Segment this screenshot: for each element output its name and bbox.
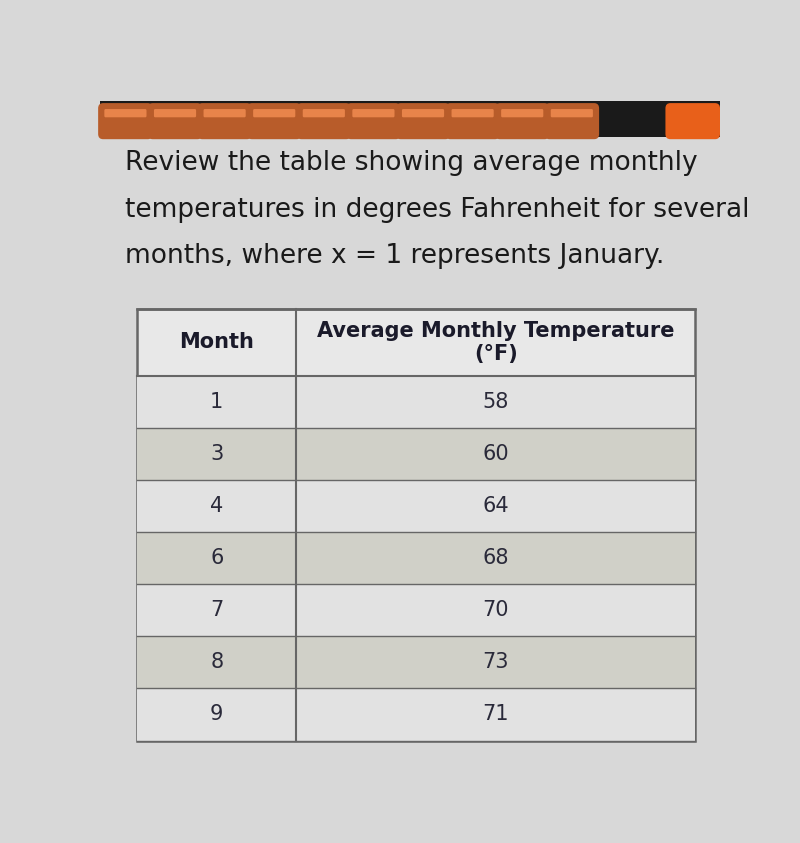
- FancyBboxPatch shape: [154, 109, 196, 117]
- Text: 71: 71: [482, 705, 509, 724]
- Text: 3: 3: [210, 444, 223, 464]
- Bar: [138, 376, 695, 428]
- Bar: [138, 428, 695, 480]
- Text: Average Monthly Temperature
(°F): Average Monthly Temperature (°F): [317, 320, 674, 364]
- Bar: [138, 532, 695, 584]
- FancyBboxPatch shape: [198, 103, 252, 139]
- Text: 60: 60: [482, 444, 509, 464]
- FancyBboxPatch shape: [550, 109, 593, 117]
- FancyBboxPatch shape: [247, 103, 302, 139]
- FancyBboxPatch shape: [297, 103, 351, 139]
- Text: months, where x = 1 represents January.: months, where x = 1 represents January.: [125, 244, 664, 269]
- Bar: [138, 309, 695, 740]
- Bar: [138, 480, 695, 532]
- FancyBboxPatch shape: [352, 109, 394, 117]
- FancyBboxPatch shape: [104, 109, 146, 117]
- FancyBboxPatch shape: [346, 103, 401, 139]
- Bar: [138, 636, 695, 689]
- FancyBboxPatch shape: [396, 103, 450, 139]
- Text: 73: 73: [482, 652, 509, 673]
- FancyBboxPatch shape: [495, 103, 550, 139]
- FancyBboxPatch shape: [302, 109, 345, 117]
- FancyBboxPatch shape: [666, 103, 720, 139]
- Text: temperatures in degrees Fahrenheit for several: temperatures in degrees Fahrenheit for s…: [125, 196, 750, 223]
- Bar: [138, 689, 695, 740]
- Bar: [100, 101, 720, 137]
- FancyBboxPatch shape: [148, 103, 202, 139]
- FancyBboxPatch shape: [203, 109, 246, 117]
- Text: 58: 58: [482, 392, 509, 412]
- Bar: [138, 584, 695, 636]
- FancyBboxPatch shape: [253, 109, 295, 117]
- FancyBboxPatch shape: [446, 103, 500, 139]
- FancyBboxPatch shape: [451, 109, 494, 117]
- FancyBboxPatch shape: [501, 109, 543, 117]
- Text: Month: Month: [179, 332, 254, 352]
- Text: Review the table showing average monthly: Review the table showing average monthly: [125, 150, 698, 176]
- Text: 6: 6: [210, 548, 223, 568]
- Text: 8: 8: [210, 652, 223, 673]
- Text: 7: 7: [210, 600, 223, 620]
- Text: 9: 9: [210, 705, 223, 724]
- FancyBboxPatch shape: [402, 109, 444, 117]
- Text: 64: 64: [482, 496, 509, 516]
- Text: 4: 4: [210, 496, 223, 516]
- Text: 1: 1: [210, 392, 223, 412]
- FancyBboxPatch shape: [98, 103, 153, 139]
- Text: 70: 70: [482, 600, 509, 620]
- Text: 68: 68: [482, 548, 509, 568]
- FancyBboxPatch shape: [545, 103, 599, 139]
